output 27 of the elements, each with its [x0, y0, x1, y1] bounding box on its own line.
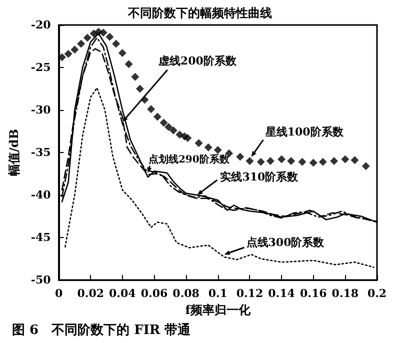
- annotation: 实线310阶系数: [220, 170, 300, 184]
- annotation: 点线300阶系数: [246, 236, 326, 249]
- x-tick-label: 0.1: [208, 287, 228, 300]
- x-axis-title: f频率归一化: [185, 302, 252, 317]
- x-tick-label: 0.14: [268, 287, 296, 300]
- annotation: 点划线290阶系数: [148, 153, 230, 166]
- y-tick-label: -40: [30, 188, 52, 202]
- y-tick-label: -35: [30, 146, 51, 159]
- caption: 图 6 不同阶数下的 FIR 带通: [12, 322, 192, 338]
- x-tick-label: 0.2: [367, 287, 387, 300]
- y-tick-label: -30: [30, 104, 52, 116]
- x-tick-label: 0.12: [236, 287, 264, 300]
- x-tick-label: 0.02: [77, 287, 104, 300]
- y-tick-label: -20: [30, 18, 52, 32]
- x-tick-label: 0.18: [332, 287, 359, 300]
- y-axis-title: 幅值/dB: [7, 129, 21, 176]
- x-tick-label: 0.16: [300, 287, 328, 300]
- chart-title: 不同阶数下的幅频特性曲线: [127, 6, 272, 20]
- x-tick-label: 0: [54, 287, 63, 300]
- y-tick-label: -50: [30, 274, 52, 286]
- annotation: 星线100阶系数: [264, 125, 344, 138]
- y-tick-label: -45: [30, 231, 51, 244]
- y-tick-label: -25: [30, 61, 51, 74]
- annotation: 虚线200阶系数: [157, 54, 238, 68]
- x-tick-label: 0.06: [140, 287, 168, 300]
- x-tick-label: 0.08: [172, 287, 200, 300]
- x-tick-label: 0.04: [109, 287, 136, 300]
